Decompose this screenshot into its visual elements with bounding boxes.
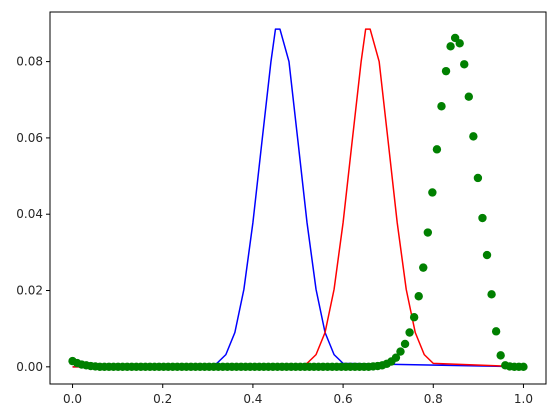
data-point (478, 213, 487, 223)
data-point (482, 250, 492, 260)
y-tick-label: 0.08 (16, 55, 43, 69)
data-point (473, 173, 483, 183)
x-tick-label: 0.0 (63, 392, 82, 406)
y-tick-label: 0.06 (16, 131, 43, 145)
series-layer (68, 28, 528, 372)
x-tick-label: 0.4 (243, 392, 262, 406)
data-point (460, 60, 469, 69)
series-points-2 (68, 33, 528, 372)
y-tick-label: 0.02 (16, 284, 43, 298)
data-point (423, 228, 433, 237)
data-point (409, 313, 419, 322)
data-point (432, 145, 442, 154)
data-point (464, 92, 473, 101)
x-axis: 0.0 0.2 0.4 0.6 0.8 1.0 (63, 384, 533, 406)
data-point (396, 347, 405, 356)
data-point (491, 327, 501, 336)
x-tick-label: 0.2 (153, 392, 172, 406)
data-point (428, 188, 437, 197)
y-axis: 0.00 0.02 0.04 0.06 0.08 (16, 55, 50, 374)
data-point (487, 290, 496, 299)
x-tick-label: 0.8 (424, 392, 443, 406)
data-point (419, 263, 428, 272)
plot-background (50, 12, 546, 384)
data-point (496, 351, 505, 360)
data-point (405, 328, 414, 337)
data-point (437, 102, 446, 111)
data-point (469, 132, 478, 141)
data-point (414, 292, 423, 301)
data-point (519, 362, 528, 372)
x-tick-label: 1.0 (514, 392, 533, 406)
series-line-1 (72, 28, 524, 368)
y-tick-label: 0.04 (16, 207, 43, 221)
data-point (455, 39, 464, 48)
data-point (441, 66, 451, 76)
axes-frame (49, 11, 547, 385)
y-tick-label: 0.00 (16, 360, 43, 374)
data-point (391, 353, 401, 362)
x-tick-label: 0.6 (334, 392, 353, 406)
data-point (446, 42, 455, 51)
data-point (400, 339, 410, 349)
